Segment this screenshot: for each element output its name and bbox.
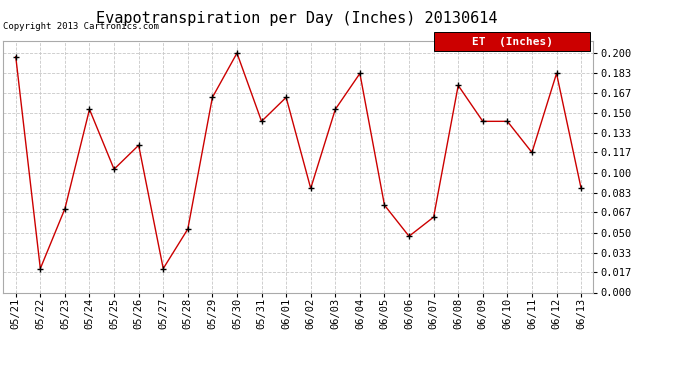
Text: Copyright 2013 Cartronics.com: Copyright 2013 Cartronics.com xyxy=(3,22,159,31)
FancyBboxPatch shape xyxy=(434,33,591,51)
Text: Evapotranspiration per Day (Inches) 20130614: Evapotranspiration per Day (Inches) 2013… xyxy=(96,11,497,26)
Text: ET  (Inches): ET (Inches) xyxy=(472,37,553,47)
